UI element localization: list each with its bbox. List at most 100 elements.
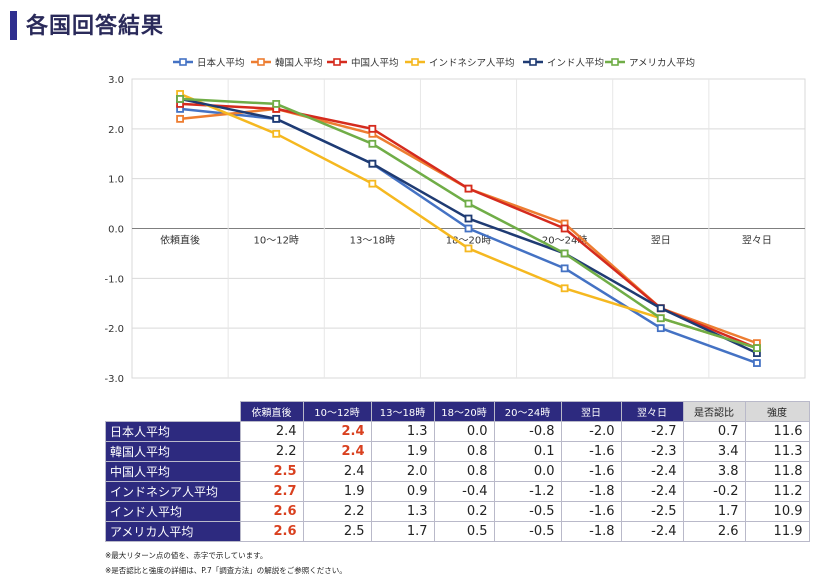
table-row-label: アメリカ人平均 [105,521,241,542]
table-cell: 0.7 [682,421,746,442]
table-cell: 0.1 [493,441,562,462]
x-tick-label: 10～12時 [253,235,298,247]
table-cell: -1.8 [560,481,622,502]
table-header-cell: 翌々日 [620,401,684,422]
data-point [272,100,281,108]
legend-label: 日本人平均 [197,57,245,69]
data-point [368,139,377,148]
table-cell: 2.2 [302,501,372,522]
data-point [560,249,569,258]
legend-swatch-marker [529,58,537,66]
table-row: 日本人平均 2.4 2.4 1.3 0.0 -0.8 -2.0 -2.7 0.7 11.6 [105,421,810,442]
table-cell: 0.2 [433,501,495,522]
table-cell: -2.7 [620,421,684,442]
table-cell: 3.8 [682,461,746,482]
table-cell: 11.9 [744,521,810,542]
results-table: 依頼直後 10～12時 13～18時 18～20時 20～24時 翌日 翌々日 是否認比 強度 … [105,401,810,542]
table-cell: 11.3 [744,441,810,462]
x-tick-label: 18～20時 [446,235,491,247]
legend-label: アメリカ人平均 [629,57,695,69]
table-cell: 0.8 [433,441,495,462]
table-cell: 2.5 [302,521,372,542]
y-tick-label: 3.0 [108,75,124,86]
table-cell: 2.4 [239,421,304,442]
table-cell: 1.7 [370,521,435,542]
table-body: 日本人平均 2.4 2.4 1.3 0.0 -0.8 -2.0 -2.7 0.7 11.6 韓国人平… [105,421,810,542]
legend-swatch-marker [257,58,265,66]
data-point [753,344,761,353]
table-row: 韓国人平均 2.2 2.4 1.9 0.8 0.1 -1.6 -2.3 3.4 11.3 [105,441,810,462]
table-cell: -2.4 [620,461,684,482]
table-header-cell: 18～20時 [433,401,495,422]
table-header-cell: 13～18時 [370,401,435,422]
x-tick-label: 翌々日 [742,235,772,247]
table-cell: 0.0 [493,461,562,482]
table-cell: -1.2 [493,481,562,502]
table-cell-max: 2.4 [302,441,372,462]
table-cell: 1.3 [370,501,435,522]
table-header-cell: 20～24時 [493,401,562,422]
data-point [656,324,665,333]
table-row-label: 日本人平均 [105,421,241,442]
table-cell: 10.9 [744,501,810,522]
page-title: 各国回答結果 [26,14,165,39]
table-cell-max: 2.6 [239,521,304,542]
table-cell-max: 2.6 [239,501,304,522]
y-tick-label: 1.0 [108,175,124,186]
y-tick-label: -3.0 [104,374,124,385]
y-tick-label: -2.0 [104,324,124,335]
table-cell: -0.2 [682,481,746,502]
table-row-label: インド人平均 [105,501,241,522]
table-row: インド人平均 2.6 2.2 1.3 0.2 -0.5 -1.6 -2.5 1.7 10.9 [105,501,810,522]
x-tick-label: 依頼直後 [160,234,200,247]
table-cell: -2.3 [620,441,684,462]
data-point [368,179,377,188]
table-cell-max: 2.4 [302,421,372,442]
table-cell: -1.6 [560,461,622,482]
data-point [656,304,665,313]
table-header-cell: 強度 [744,401,810,422]
table-cell: 0.0 [433,421,495,442]
legend-swatch-marker [611,58,619,66]
table-cell: 1.9 [302,481,372,502]
data-point [560,284,569,293]
table-cell: 1.7 [682,501,746,522]
data-point [464,199,473,208]
table-row: インドネシア人平均 2.7 1.9 0.9 -0.4 -1.2 -1.8 -2.4 -0.2 11… [105,481,810,502]
data-point [560,264,569,273]
table-cell: -1.6 [560,441,622,462]
table-cell: -2.4 [620,521,684,542]
data-point [464,244,473,253]
data-point [176,114,184,123]
table-cell: -0.8 [493,421,562,442]
table-row-label: インドネシア人平均 [105,481,241,502]
table-header-cell: 是否認比 [682,401,746,422]
table-header-cell: 翌日 [560,401,622,422]
table-cell: 1.9 [370,441,435,462]
data-point [272,129,281,138]
table-cell: -0.4 [433,481,495,502]
table-header-row: 依頼直後 10～12時 13～18時 18～20時 20～24時 翌日 翌々日 是否認比 強度 [106,401,810,422]
data-point [464,184,473,193]
table-cell: 2.4 [302,461,372,482]
legend-label: インドネシア人平均 [429,57,515,69]
table-cell: 3.4 [682,441,746,462]
data-point [560,224,569,233]
table-cell: -2.0 [560,421,622,442]
table-header-cell: 依頼直後 [239,401,304,422]
table-cell: -1.8 [560,521,622,542]
table-corner [106,402,241,422]
data-point [656,314,665,323]
table-cell: -0.5 [493,501,562,522]
data-point [368,124,377,133]
table-cell-max: 2.7 [239,481,304,502]
table-cell: 1.3 [370,421,435,442]
legend-swatch-marker [333,58,341,66]
table-row-label: 韓国人平均 [105,441,241,462]
legend-swatch-marker [411,58,419,66]
title-accent-bar [10,11,17,40]
legend-label: 中国人平均 [351,57,399,69]
legend-label: 韓国人平均 [275,57,323,69]
table-cell: -0.5 [493,521,562,542]
table-cell: 2.0 [370,461,435,482]
